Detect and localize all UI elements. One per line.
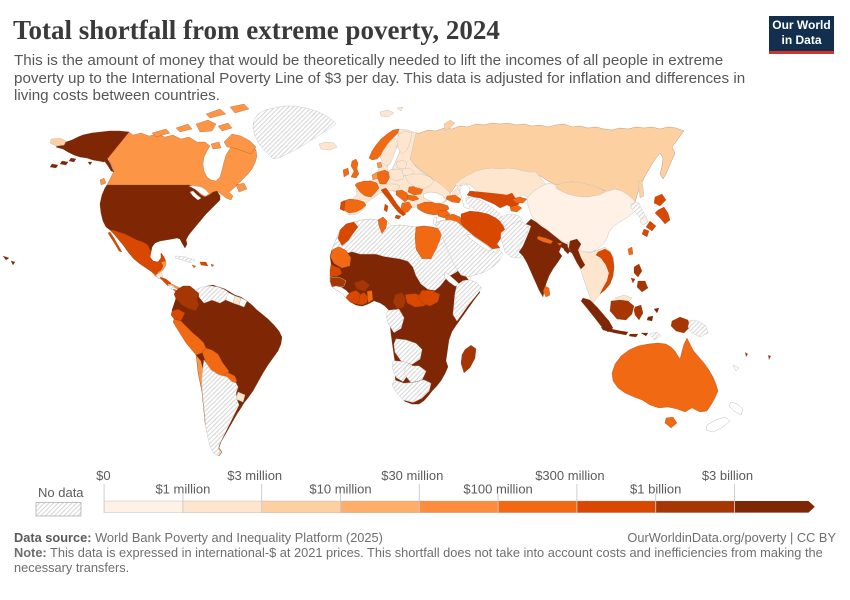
svg-text:$10 million: $10 million <box>309 482 371 497</box>
svg-text:$1 million: $1 million <box>155 482 210 497</box>
svg-text:$3 million: $3 million <box>227 468 282 483</box>
svg-text:$1 billion: $1 billion <box>630 482 681 497</box>
svg-text:$30 million: $30 million <box>381 468 443 483</box>
svg-text:$3 billion: $3 billion <box>702 468 753 483</box>
svg-text:$100 million: $100 million <box>463 482 532 497</box>
svg-text:$300 million: $300 million <box>535 468 604 483</box>
svg-text:$0: $0 <box>96 468 110 483</box>
